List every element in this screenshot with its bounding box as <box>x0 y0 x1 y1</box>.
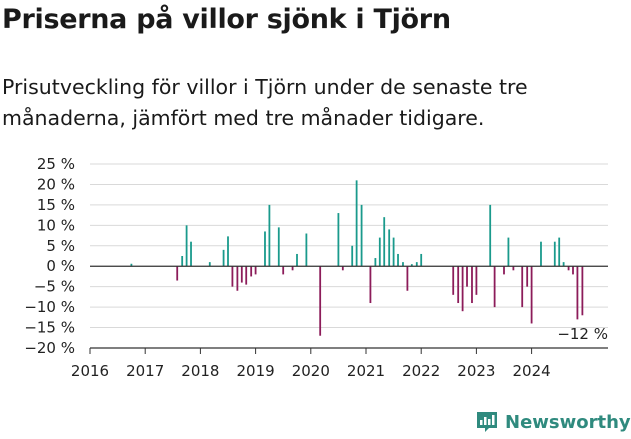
bar <box>208 262 211 267</box>
bar <box>254 266 257 275</box>
bar <box>130 263 133 267</box>
bar <box>540 241 542 267</box>
bar <box>277 227 280 267</box>
y-tick-label: −15 % <box>24 319 75 337</box>
bar <box>397 253 399 267</box>
bar <box>245 266 248 285</box>
bar <box>576 266 579 320</box>
bar <box>415 262 418 267</box>
bar <box>185 225 188 267</box>
bar <box>337 213 340 267</box>
bar <box>526 266 529 287</box>
bar <box>236 266 239 291</box>
bar <box>305 233 308 267</box>
bar <box>562 262 565 267</box>
page-subtitle: Prisutveckling för villor i Tjörn under … <box>2 75 528 130</box>
y-tick-label: 25 % <box>37 155 75 173</box>
bar <box>503 266 505 275</box>
bar <box>222 249 225 267</box>
x-tick-label: 2017 <box>126 362 164 380</box>
y-tick-label: 10 % <box>37 216 75 234</box>
bar <box>181 256 184 267</box>
bar <box>461 266 464 312</box>
bar <box>521 266 524 308</box>
axes <box>89 265 608 354</box>
bar <box>489 204 492 267</box>
bar <box>452 266 455 295</box>
bar <box>351 245 354 267</box>
y-tick-label: 5 % <box>46 237 75 255</box>
bar <box>388 229 391 267</box>
tick-labels: 25 % 20 % 15 % 10 % 5 % 0 % −5 % −10 % −15 % −20 … <box>24 155 550 380</box>
bar <box>475 266 478 295</box>
bar <box>457 266 460 304</box>
bar <box>240 266 243 283</box>
bar <box>530 266 533 324</box>
bar <box>567 266 570 271</box>
y-tick-label: −10 % <box>24 298 75 316</box>
x-tick-label: 2022 <box>402 362 440 380</box>
brand-name: Newsworthy <box>505 411 631 433</box>
y-tick-label: −5 % <box>34 278 75 296</box>
bar <box>369 266 372 304</box>
x-tick-label: 2023 <box>457 362 495 380</box>
bar <box>360 204 363 267</box>
y-tick-label: 20 % <box>37 175 75 193</box>
bar <box>296 253 298 267</box>
bar <box>558 237 561 267</box>
bar <box>190 241 192 267</box>
bar <box>268 204 271 267</box>
bar <box>512 266 515 271</box>
bar <box>264 231 266 267</box>
bar <box>553 241 556 267</box>
bar <box>378 237 381 267</box>
x-tick-label: 2021 <box>347 362 385 380</box>
bar <box>420 253 423 267</box>
x-tick-label: 2020 <box>292 362 330 380</box>
bar <box>410 264 413 267</box>
bar <box>250 266 253 277</box>
brand-logo: Newsworthy <box>475 407 631 437</box>
bar <box>507 237 510 267</box>
bar <box>581 266 584 316</box>
bar <box>355 180 358 267</box>
bar <box>392 237 395 267</box>
bar <box>374 258 377 267</box>
bar <box>227 236 229 267</box>
x-tick-label: 2019 <box>237 362 275 380</box>
bar <box>231 266 234 287</box>
last-value-annotation: −12 % <box>557 325 608 343</box>
bar <box>493 266 496 308</box>
y-tick-label: 0 % <box>46 257 75 275</box>
bar <box>282 266 285 275</box>
bar <box>383 217 386 267</box>
bar <box>402 262 404 267</box>
grid-lines <box>90 163 608 349</box>
newsworthy-chart-icon <box>477 412 497 432</box>
page-title: Priserna på villor sjönk i Tjörn <box>2 4 451 35</box>
bar <box>176 266 179 281</box>
bar <box>406 266 409 291</box>
bar <box>319 266 322 336</box>
bar <box>572 266 574 275</box>
bars <box>130 180 584 336</box>
bar <box>291 266 294 271</box>
y-tick-label: −20 % <box>24 339 75 357</box>
x-tick-label: 2018 <box>181 362 219 380</box>
bar <box>341 266 344 271</box>
x-tick-label: 2016 <box>71 362 109 380</box>
bar <box>471 266 473 304</box>
x-tick-label: 2024 <box>513 362 551 380</box>
y-tick-label: 15 % <box>37 196 75 214</box>
bar <box>466 266 468 287</box>
